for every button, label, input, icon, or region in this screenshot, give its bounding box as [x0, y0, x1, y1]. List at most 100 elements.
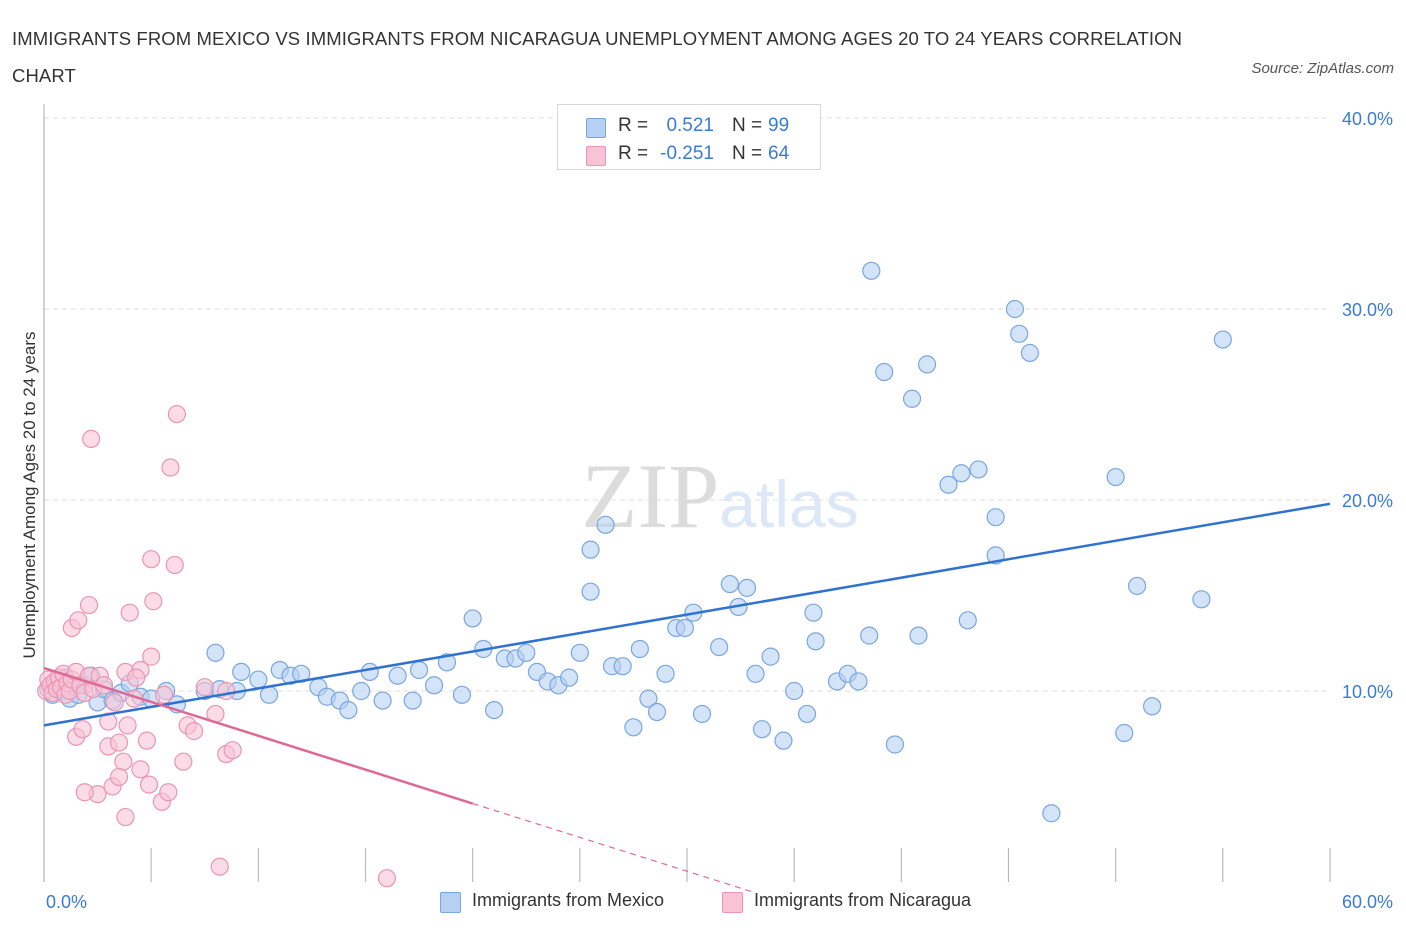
point-mexico [517, 643, 536, 662]
point-mexico [630, 639, 649, 659]
y-tick-label: 20.0% [1342, 491, 1393, 511]
y-tick-label: 30.0% [1342, 300, 1393, 320]
x-tick-label: 0.0% [46, 892, 87, 912]
point-nicaragua [174, 752, 193, 771]
point-mexico [249, 670, 268, 689]
point-mexico [1106, 467, 1125, 487]
point-mexico [624, 718, 643, 737]
point-nicaragua [105, 693, 124, 712]
x-tick-label: 60.0% [1342, 892, 1393, 912]
point-mexico [902, 389, 922, 408]
point-nicaragua [195, 678, 214, 697]
point-mexico [613, 657, 632, 676]
point-mexico [746, 664, 765, 683]
point-nicaragua [127, 668, 146, 687]
watermark: ZIPatlas [581, 445, 858, 547]
trend-line-mexico [43, 502, 1331, 727]
r-value: 0.521 [666, 115, 714, 136]
point-mexico [581, 582, 600, 601]
point-mexico [409, 660, 429, 680]
n-label: N = [732, 115, 763, 136]
point-nicaragua [79, 595, 99, 615]
point-mexico [885, 735, 905, 754]
point-mexico [1213, 330, 1232, 349]
point-mexico [1115, 723, 1134, 743]
point-nicaragua [159, 783, 178, 802]
gridlines [44, 117, 1330, 692]
trend-line-nicaragua-extension [472, 802, 752, 893]
y-tick-label: 40.0% [1342, 109, 1393, 129]
point-mexico [639, 689, 658, 708]
point-mexico [1143, 697, 1162, 716]
point-nicaragua [154, 685, 174, 704]
point-mexico [720, 574, 739, 594]
legend-label-nicaragua: Immigrants from Nicaragua [754, 890, 972, 910]
chart-title: IMMIGRANTS FROM MEXICO VS IMMIGRANTS FRO… [12, 28, 1183, 86]
point-mexico [485, 700, 504, 720]
point-nicaragua [120, 603, 139, 622]
point-mexico [804, 603, 823, 622]
point-mexico [1020, 343, 1040, 363]
point-mexico [710, 637, 729, 657]
point-mexico [862, 261, 881, 280]
point-mexico [403, 691, 422, 710]
point-nicaragua [165, 555, 184, 575]
n-label: N = [732, 143, 763, 164]
point-mexico [774, 731, 793, 750]
point-mexico [656, 664, 675, 683]
point-nicaragua [161, 458, 180, 477]
point-nicaragua [139, 775, 159, 794]
nicaragua-swatch [586, 146, 606, 166]
point-mexico [1042, 804, 1061, 823]
r-label: R = [618, 115, 649, 136]
series-mexico-points [39, 261, 1232, 823]
point-mexico [752, 720, 772, 739]
n-value: 64 [768, 143, 790, 164]
point-mexico [675, 618, 694, 638]
point-mexico [797, 704, 817, 724]
y-axis-label: Unemployment Among Ages 20 to 24 years [20, 331, 39, 659]
point-mexico [692, 704, 712, 724]
point-mexico [939, 475, 958, 494]
tick-labels: 10.0% 20.0% 30.0% 40.0% 0.0% 60.0% [46, 109, 1393, 912]
point-mexico [339, 700, 358, 720]
point-mexico [437, 653, 457, 672]
point-mexico [952, 464, 971, 483]
point-nicaragua [118, 716, 137, 735]
point-nicaragua [144, 592, 163, 611]
point-mexico [463, 609, 482, 628]
point-nicaragua [142, 550, 161, 569]
point-nicaragua [109, 767, 129, 787]
point-mexico [596, 515, 615, 534]
point-mexico [1005, 299, 1025, 319]
point-mexico [1127, 576, 1147, 596]
nicaragua-swatch [722, 892, 743, 913]
point-nicaragua [217, 681, 236, 701]
point-mexico [232, 662, 251, 682]
point-mexico [849, 672, 868, 691]
trend-lines [43, 502, 1331, 893]
point-mexico [360, 662, 379, 682]
point-mexico [875, 362, 894, 382]
point-nicaragua [69, 611, 88, 630]
point-nicaragua [82, 429, 101, 448]
point-mexico [761, 647, 780, 666]
point-mexico [581, 540, 600, 559]
point-nicaragua [167, 404, 186, 424]
point-mexico [969, 460, 988, 479]
point-mexico [806, 632, 825, 651]
point-nicaragua [109, 733, 129, 752]
point-nicaragua [75, 783, 94, 802]
point-mexico [570, 643, 589, 662]
point-nicaragua [142, 647, 161, 666]
mexico-swatch [586, 118, 606, 138]
point-mexico [860, 626, 879, 645]
legend-label-mexico: Immigrants from Mexico [472, 890, 665, 910]
point-nicaragua [210, 857, 229, 876]
trend-line-nicaragua [43, 666, 474, 805]
point-mexico [785, 681, 804, 701]
point-nicaragua [377, 869, 397, 888]
point-mexico [424, 676, 444, 695]
point-nicaragua [184, 722, 204, 741]
